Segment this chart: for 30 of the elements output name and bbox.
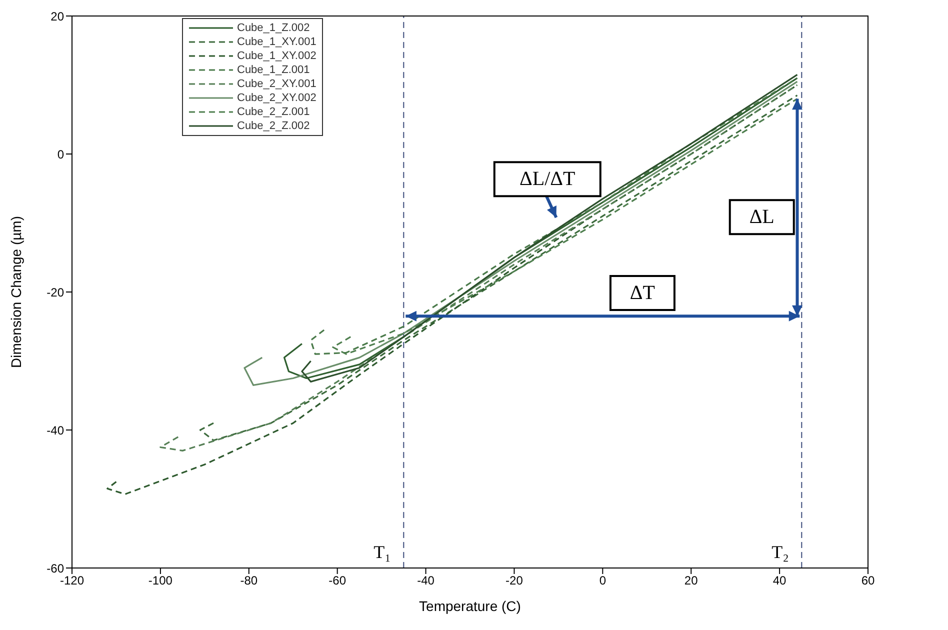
ref-line-label: T₁: [374, 542, 391, 562]
x-tick-label: 20: [684, 574, 698, 588]
x-tick-label: 60: [861, 574, 875, 588]
annotation: ΔL/ΔT: [520, 168, 576, 190]
legend-label: Cube_1_Z.002: [237, 21, 310, 35]
x-tick-label: -80: [240, 574, 258, 588]
legend-label: Cube_2_XY.001: [237, 77, 316, 91]
x-tick-label: -100: [148, 574, 173, 588]
y-tick-label: -60: [46, 561, 64, 576]
ref-line-label: T₂: [772, 542, 789, 562]
x-tick-label: 0: [599, 574, 606, 588]
legend-label: Cube_1_XY.002: [237, 49, 316, 63]
legend-label: Cube_2_XY.002: [237, 91, 316, 105]
x-axis-title: Temperature (C): [419, 598, 521, 614]
y-tick-label: -20: [46, 285, 64, 300]
legend-label: Cube_2_Z.001: [237, 105, 310, 119]
x-tick-label: -120: [60, 574, 84, 588]
x-tick-label: 40: [772, 574, 787, 588]
legend-label: Cube_2_Z.002: [237, 119, 310, 133]
y-axis-title: Dimension Change (µm): [8, 216, 24, 368]
legend-label: Cube_1_XY.001: [237, 35, 316, 49]
y-tick-label: -40: [46, 423, 64, 438]
y-tick-label: 0: [57, 147, 64, 162]
x-tick-label: -40: [417, 574, 435, 588]
x-tick-label: -20: [506, 574, 524, 588]
annotation: ΔT: [630, 282, 656, 304]
x-tick-label: -60: [328, 574, 346, 588]
legend-label: Cube_1_Z.001: [237, 63, 310, 77]
annotation: ΔL: [749, 206, 774, 228]
y-tick-label: 20: [50, 9, 64, 24]
